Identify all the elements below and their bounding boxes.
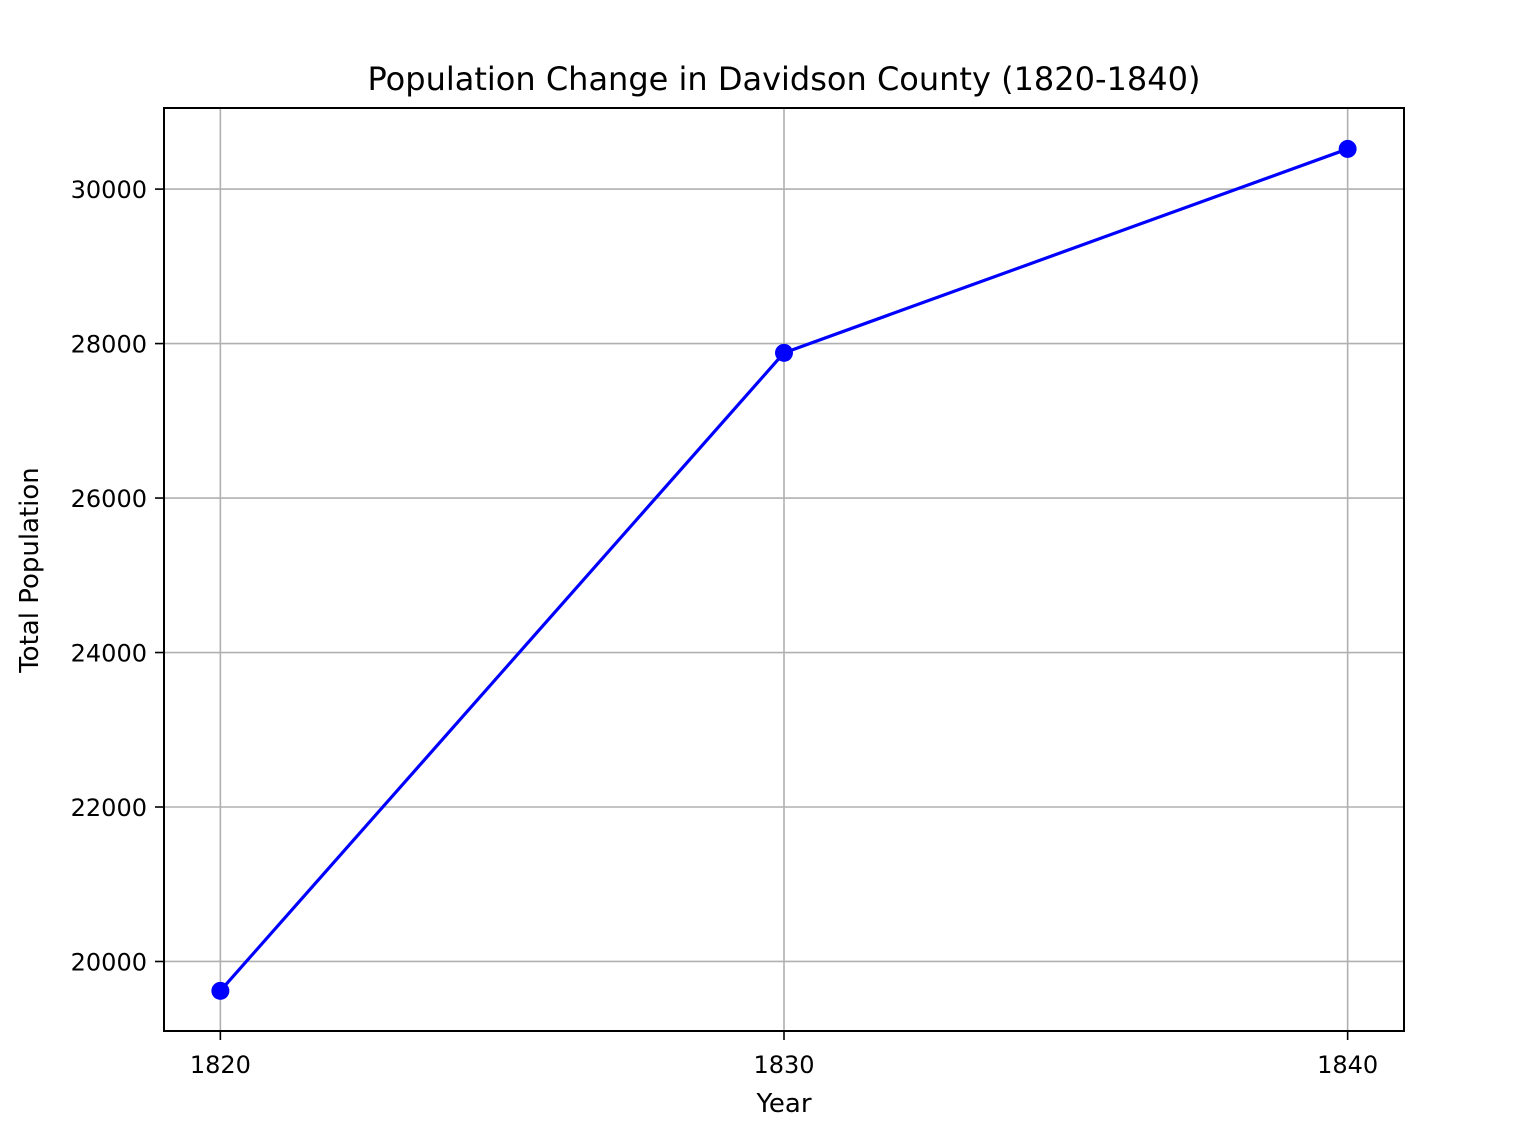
plot-frame — [163, 107, 1405, 1032]
x-axis-label: Year — [755, 1089, 811, 1119]
y-tick-label: 28000 — [71, 331, 147, 359]
y-tick-label: 22000 — [71, 794, 147, 822]
data-point — [211, 981, 230, 1000]
chart-title: Population Change in Davidson County (18… — [368, 60, 1201, 98]
data-point — [775, 343, 793, 362]
gridlines — [164, 108, 1404, 1031]
x-tick-label: 1840 — [1317, 1051, 1378, 1079]
data-series — [211, 139, 1357, 1000]
x-tick-label: 1820 — [190, 1051, 251, 1079]
y-axis-label: Total Population — [15, 467, 45, 674]
x-tick-label: 1830 — [753, 1051, 814, 1079]
axis-ticks: 1820 1830 1840 20000 22000 24000 26000 28000 300… — [71, 176, 1379, 1079]
y-tick-label: 20000 — [71, 948, 147, 976]
y-tick-label: 24000 — [71, 640, 147, 668]
y-tick-label: 26000 — [71, 485, 147, 513]
data-point — [1338, 139, 1357, 158]
y-tick-label: 30000 — [71, 176, 147, 204]
